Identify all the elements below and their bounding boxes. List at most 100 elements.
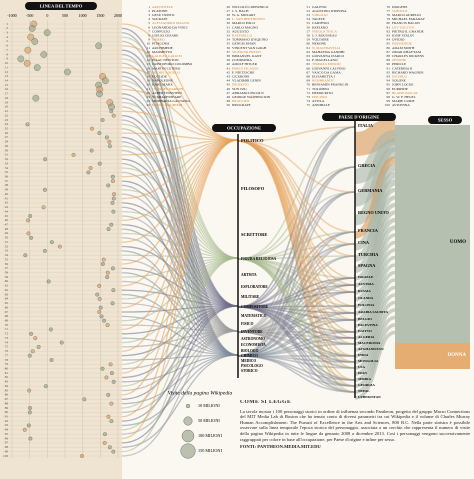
row-number: 47: [5, 222, 9, 226]
flow: [237, 306, 356, 321]
row-number: 27: [5, 135, 9, 139]
person-dot: [82, 397, 87, 402]
person-dot: [97, 310, 102, 314]
person-name: OVIDIO: [392, 38, 405, 42]
row-number: 58: [5, 270, 9, 274]
flow: [237, 258, 356, 369]
person-name: MARIE CURIE: [392, 99, 415, 103]
flow: [121, 257, 239, 344]
person-rank: 71: [307, 87, 311, 91]
person-rank: 15: [147, 62, 151, 66]
row-number: 87: [5, 397, 9, 401]
person-rank: 98: [387, 95, 391, 99]
person-dot: [106, 414, 111, 419]
person-name: ARCHIMEDE: [152, 46, 173, 50]
flow: [121, 128, 239, 332]
row-number: 4: [6, 35, 8, 39]
flow: [237, 166, 356, 260]
row-number: 48: [5, 227, 9, 231]
occupation-label: STORICO: [241, 369, 258, 373]
person-dot: [27, 33, 35, 41]
flow: [237, 331, 356, 339]
person-rank: 75: [307, 103, 311, 107]
person-rank: 31: [227, 25, 231, 29]
person-rank: 83: [387, 33, 391, 37]
person-rank: 45: [227, 83, 231, 87]
person-dot: [27, 353, 32, 358]
person-rank: 40: [227, 62, 231, 66]
flow: [237, 126, 356, 333]
row-number: 1: [6, 22, 8, 26]
occupation-label: PSICOLOGO: [241, 364, 263, 368]
flow: [121, 66, 239, 141]
person-dot: [100, 262, 105, 266]
person-rank: 44: [227, 79, 231, 83]
flow: [237, 277, 356, 333]
flow: [121, 305, 239, 422]
person-dot: [95, 42, 102, 50]
x-tick-label: 0: [46, 13, 48, 18]
person-name: PITAGORA: [152, 42, 170, 46]
country-label: TURCHIA: [358, 252, 379, 257]
person-name: MAHATMA GANDHI: [312, 50, 345, 54]
occupation-label: ECONOMISTA: [241, 343, 266, 347]
flow: [237, 291, 356, 308]
person-name: EURIPIDE: [392, 87, 408, 91]
legend-label: 10 MILIONI: [198, 403, 220, 408]
flow: [354, 118, 397, 156]
person-name: PARMENIDE: [392, 42, 412, 46]
row-number: 85: [5, 388, 9, 392]
person-rank: 54: [307, 17, 311, 21]
row-number: 90: [5, 410, 9, 414]
row-number: 39: [5, 188, 9, 192]
legend-title: Visite della pagina Wikipedia: [168, 390, 233, 396]
flow: [121, 71, 239, 307]
person-rank: 78: [387, 13, 391, 17]
flow: [121, 258, 239, 332]
flow: [237, 258, 356, 293]
person-name: ADAM SMITH: [392, 46, 415, 50]
person-rank: 81: [387, 25, 391, 29]
flow: [237, 306, 356, 357]
person-name: DIOGENE: [392, 5, 408, 9]
person-dot: [106, 183, 111, 188]
person-dot: [105, 323, 110, 328]
flow: [237, 140, 356, 333]
person-name: ALBERT EINSTEIN: [152, 91, 182, 95]
flow: [121, 93, 239, 307]
occupation-label: MEDICO: [241, 359, 256, 363]
person-rank: 10: [147, 42, 151, 46]
header-pill: [212, 124, 276, 132]
person-rank: 48: [227, 95, 231, 99]
person-rank: 95: [387, 83, 391, 87]
country-label: ITALIA: [358, 123, 374, 128]
person-dot: [102, 77, 109, 85]
person-name: IPPOCRATE: [232, 103, 251, 107]
row-number: 46: [5, 218, 9, 222]
row-number: 40: [5, 192, 9, 196]
row-number: 93: [5, 423, 9, 427]
person-name: MICHELANGELO: [152, 70, 180, 74]
row-number: 6: [6, 44, 8, 48]
person-dot: [33, 336, 38, 341]
country-label: MACEDONIA: [358, 341, 381, 345]
flow: [237, 284, 356, 308]
country-label: RUSSIA: [358, 289, 371, 293]
flow: [121, 88, 239, 141]
row-number: 82: [5, 375, 9, 379]
person-dot: [108, 103, 115, 111]
person-dot: [111, 449, 116, 454]
country-label: USA: [358, 365, 365, 369]
flow: [121, 305, 239, 313]
person-dot: [33, 64, 41, 71]
flow: [237, 231, 356, 333]
flow: [237, 140, 356, 286]
flow: [121, 139, 239, 222]
flow: [121, 139, 239, 243]
person-rank: 87: [387, 50, 391, 54]
flow: [237, 319, 356, 357]
person-rank: 61: [307, 46, 311, 50]
person-name: J.-J. ROUSSEAU: [312, 33, 337, 37]
flow: [121, 330, 239, 435]
person-rank: 70: [307, 83, 311, 87]
